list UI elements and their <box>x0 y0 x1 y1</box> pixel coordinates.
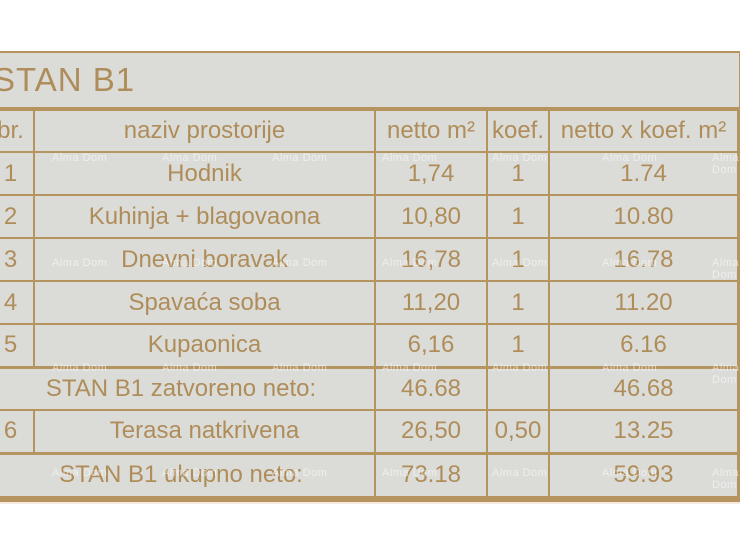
cell-room-name: Hodnik <box>33 151 376 196</box>
table-row: 5 Kupaonica 6,16 1 6.16 <box>0 323 739 368</box>
cell-koef: 1 <box>486 237 550 282</box>
room-areas-table: br. naziv prostorije netto m² koef. nett… <box>0 109 739 499</box>
header-netto-x-koef: netto x koef. m² <box>548 109 739 153</box>
subtotal-row-zatvoreno: STAN B1 zatvoreno neto: 46.68 46.68 <box>0 365 739 411</box>
total-netto: 73.18 <box>374 451 488 499</box>
table-header-row: br. naziv prostorije netto m² koef. nett… <box>0 109 739 153</box>
cell-room-name: Terasa natkrivena <box>33 409 376 454</box>
cell-netto: 10,80 <box>374 194 488 239</box>
header-netto: netto m² <box>374 109 488 153</box>
cell-result: 6.16 <box>548 323 739 368</box>
cell-room-name: Kupaonica <box>33 323 376 368</box>
cell-br: 1 <box>0 151 35 196</box>
cell-result: 10.80 <box>548 194 739 239</box>
table-row: 3 Dnevni boravak 16,78 1 16.78 <box>0 237 739 282</box>
area-sheet: STAN B1 br. naziv prostorije netto m² ko… <box>0 51 740 502</box>
cell-koef: 1 <box>486 280 550 325</box>
header-br: br. <box>0 109 35 153</box>
cell-koef: 0,50 <box>486 409 550 454</box>
header-koef: koef. <box>486 109 550 153</box>
cell-koef: 1 <box>486 323 550 368</box>
cell-room-name: Dnevni boravak <box>33 237 376 282</box>
table-row-terasa: 6 Terasa natkrivena 26,50 0,50 13.25 <box>0 409 739 454</box>
header-naziv: naziv prostorije <box>33 109 376 153</box>
cell-br: 6 <box>0 409 35 454</box>
cell-result: 11.20 <box>548 280 739 325</box>
cell-result: 13.25 <box>548 409 739 454</box>
cell-br: 2 <box>0 194 35 239</box>
cell-netto: 6,16 <box>374 323 488 368</box>
cell-netto: 16,78 <box>374 237 488 282</box>
cell-br: 4 <box>0 280 35 325</box>
cell-result: 1.74 <box>548 151 739 196</box>
subtotal-netto: 46.68 <box>374 365 488 411</box>
cell-netto: 11,20 <box>374 280 488 325</box>
total-result: 59.93 <box>548 451 739 499</box>
total-koef <box>486 451 550 499</box>
cell-netto: 1,74 <box>374 151 488 196</box>
total-row-ukupno: STAN B1 ukupno neto: 73.18 59.93 <box>0 451 739 499</box>
cell-result: 16.78 <box>548 237 739 282</box>
cell-br: 5 <box>0 323 35 368</box>
table-row: 1 Hodnik 1,74 1 1.74 <box>0 151 739 196</box>
cell-koef: 1 <box>486 151 550 196</box>
total-label: STAN B1 ukupno neto: <box>0 451 376 499</box>
subtotal-label: STAN B1 zatvoreno neto: <box>0 365 376 411</box>
cell-room-name: Kuhinja + blagovaona <box>33 194 376 239</box>
cell-koef: 1 <box>486 194 550 239</box>
cell-room-name: Spavaća soba <box>33 280 376 325</box>
table-row: 4 Spavaća soba 11,20 1 11.20 <box>0 280 739 325</box>
table-row: 2 Kuhinja + blagovaona 10,80 1 10.80 <box>0 194 739 239</box>
cell-br: 3 <box>0 237 35 282</box>
subtotal-koef <box>486 365 550 411</box>
subtotal-result: 46.68 <box>548 365 739 411</box>
page-title: STAN B1 <box>0 53 739 109</box>
cell-netto: 26,50 <box>374 409 488 454</box>
